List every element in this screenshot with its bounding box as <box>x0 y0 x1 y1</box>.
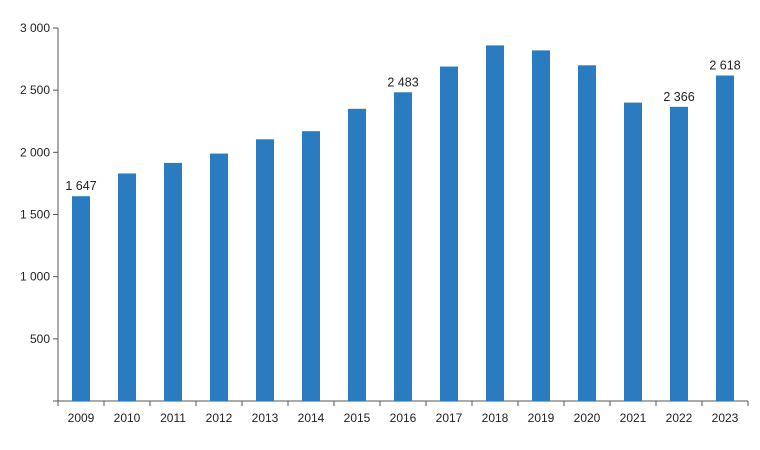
x-tick-label-2020: 2020 <box>574 411 601 425</box>
data-label-2023: 2 618 <box>709 58 740 72</box>
x-tick-label-2009: 2009 <box>68 411 95 425</box>
bar-2021 <box>624 102 642 401</box>
x-tick-label-2022: 2022 <box>666 411 693 425</box>
data-label-2022: 2 366 <box>663 90 694 104</box>
x-tick-label-2015: 2015 <box>344 411 371 425</box>
bar-2017 <box>440 66 458 401</box>
bar-2011 <box>164 162 182 401</box>
x-tick-label-2023: 2023 <box>712 411 739 425</box>
x-tick-label-2019: 2019 <box>528 411 555 425</box>
x-tick-label-2021: 2021 <box>620 411 647 425</box>
chart-labels: 2009 1 647 2010 2011 2012 2013 2014 2015 2016 2 4… <box>65 58 740 425</box>
bar-2009 <box>72 196 90 401</box>
y-tick-label: 1 500 <box>20 208 50 222</box>
x-tick-label-2011: 2011 <box>160 411 186 425</box>
x-tick-label-2017: 2017 <box>436 411 463 425</box>
bar-2014 <box>302 131 320 402</box>
y-tick-label: 500 <box>30 332 50 346</box>
x-tick-label-2018: 2018 <box>482 411 509 425</box>
data-label-2009: 1 647 <box>65 179 96 193</box>
bar-2012 <box>210 153 228 401</box>
y-tick-label: 2 000 <box>20 145 50 159</box>
y-tick-label: 2 500 <box>20 83 50 97</box>
y-tick-label: 1 000 <box>20 270 50 284</box>
data-label-2016: 2 483 <box>387 75 418 89</box>
bar-2019 <box>532 50 550 401</box>
bar-2013 <box>256 139 274 402</box>
x-tick-label-2012: 2012 <box>206 411 233 425</box>
bar-2023 <box>716 75 734 401</box>
chart-bars <box>72 45 734 402</box>
y-tick-label: 3 000 <box>20 21 50 35</box>
bar-2010 <box>118 173 136 401</box>
bar-2016 <box>394 92 412 401</box>
x-tick-label-2010: 2010 <box>114 411 141 425</box>
bar-2015 <box>348 108 366 402</box>
bar-2020 <box>578 65 596 402</box>
x-tick-label-2014: 2014 <box>298 411 325 425</box>
bar-2018 <box>486 45 504 401</box>
x-tick-label-2016: 2016 <box>390 411 417 425</box>
bar-2022 <box>670 106 688 401</box>
x-tick-label-2013: 2013 <box>252 411 279 425</box>
